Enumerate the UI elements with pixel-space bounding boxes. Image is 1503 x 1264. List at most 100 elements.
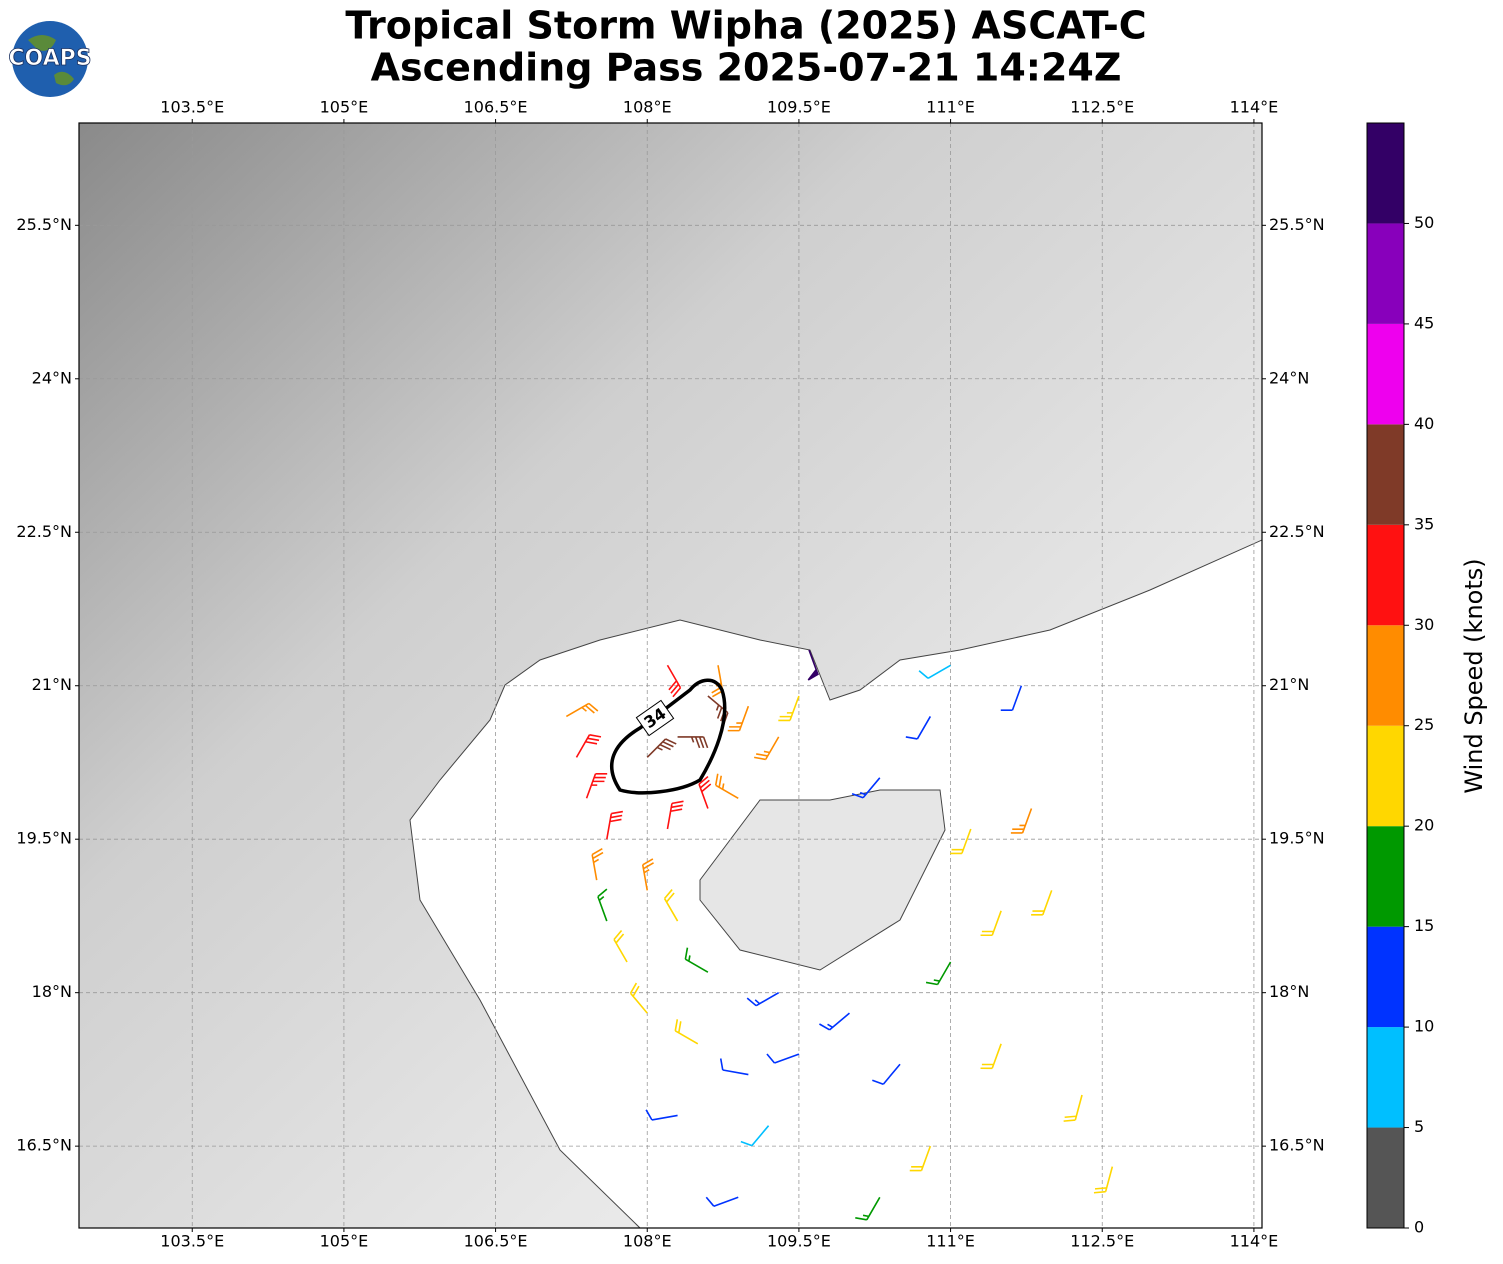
wind-barb (851, 777, 881, 799)
colorbar-tick-label: 15 (1414, 916, 1434, 935)
colorbar-tick-label: 5 (1414, 1117, 1424, 1136)
wind-barb (727, 705, 750, 732)
colorbar-bin (1367, 926, 1404, 1028)
wind-barb (641, 858, 654, 891)
colorbar-tick-label: 40 (1414, 414, 1434, 433)
wind-barb (684, 947, 709, 973)
wind-barb (740, 1125, 770, 1147)
colorbar-label: Wind Speed (knots) (1460, 558, 1488, 793)
contour-label-bg (635, 699, 675, 737)
y-tick-label: 24°N (1269, 368, 1309, 387)
wind-barb (575, 734, 602, 758)
x-tick-label: 105°E (320, 1232, 369, 1251)
wind-barb (674, 1019, 699, 1045)
wind-barb (629, 982, 648, 1014)
y-tick-label: 16.5°N (16, 1136, 72, 1155)
x-tick-label: 111°E (926, 98, 975, 117)
title: Tropical Storm Wipha (2025) ASCAT-C (345, 4, 1146, 48)
colorbar-tick-label: 35 (1414, 514, 1434, 533)
colorbar-bin (1367, 524, 1404, 626)
x-tick-label: 111°E (926, 1232, 975, 1251)
colorbar-bin (1367, 725, 1404, 827)
wind-barb (714, 773, 739, 799)
wind-barb (855, 1196, 881, 1221)
wind-barb (705, 1196, 739, 1207)
y-tick-label: 25.5°N (1269, 215, 1325, 234)
wind-barb (585, 773, 608, 799)
wind-barb (666, 800, 684, 830)
wind-barb (613, 929, 628, 963)
wind-barb (909, 1145, 932, 1172)
wind-barb (645, 1109, 678, 1121)
colorbar-bin (1367, 223, 1404, 324)
wind-barb (1010, 808, 1033, 834)
x-tick-label: 112.5°E (1070, 98, 1134, 117)
logo-text: COAPS (8, 46, 91, 71)
x-tick-label: 114°E (1230, 1232, 1279, 1251)
colorbar-tick-label: 0 (1414, 1218, 1424, 1237)
map-background (79, 123, 1262, 1228)
y-tick-label: 24°N (32, 368, 72, 387)
wind-barb (711, 665, 724, 698)
x-tick-label: 103.5°E (160, 98, 224, 117)
wind-barb (1031, 890, 1053, 916)
wind-barb (807, 649, 819, 681)
wind-barb (1000, 685, 1023, 711)
wind-barb (950, 828, 972, 855)
wind-barb (646, 738, 677, 758)
y-tick-label: 21°N (32, 675, 72, 694)
y-tick-label: 16.5°N (1269, 1136, 1325, 1155)
x-tick-label: 103.5°E (160, 1232, 224, 1251)
x-tick-label: 108°E (623, 1232, 672, 1251)
x-tick-label: 105°E (320, 98, 369, 117)
wind-barb (980, 910, 1002, 937)
colorbar-tick-label: 20 (1414, 816, 1434, 835)
colorbar-bin (1367, 123, 1404, 224)
colorbar-bin (1367, 826, 1404, 927)
logo-land (28, 35, 74, 86)
colorbar-bin (1367, 323, 1404, 425)
barbs (565, 649, 1114, 1221)
y-tick-label: 21°N (1269, 675, 1309, 694)
wind-barb (925, 961, 952, 986)
wind-barb (666, 664, 682, 698)
wind-barb (663, 889, 679, 922)
grid (79, 123, 1262, 1228)
wind-barb (905, 716, 932, 740)
wind-barb (746, 991, 780, 1007)
colorbar-bin (1367, 1127, 1404, 1228)
wind-barb (565, 702, 599, 718)
colorbar-tick-label: 45 (1414, 313, 1434, 332)
x-tick-label: 106.5°E (464, 1232, 528, 1251)
wind-barb (698, 775, 712, 809)
map-frame (78, 122, 1263, 1229)
wind-barb (754, 736, 780, 761)
y-tick-label: 18°N (1269, 982, 1309, 1001)
wind-barb (980, 1043, 1002, 1070)
wind-barb (719, 1058, 749, 1076)
wind-barb (677, 736, 709, 749)
subtitle: Ascending Pass 2025-07-21 14:24Z (371, 46, 1122, 90)
x-tick-label: 114°E (1230, 98, 1279, 117)
wind-barb (778, 695, 800, 722)
y-tick-label: 19.5°N (1269, 829, 1325, 848)
x-tick-label: 108°E (623, 98, 672, 117)
colorbar-tick-label: 30 (1414, 615, 1434, 634)
x-tick-label: 112.5°E (1070, 1232, 1134, 1251)
y-tick-label: 25.5°N (16, 215, 72, 234)
colorbar-tick-label: 10 (1414, 1017, 1434, 1036)
wind-barb (1063, 1094, 1083, 1122)
wind-barb (872, 1063, 901, 1085)
colorbar-frame (1366, 122, 1405, 1229)
wind-barb (1093, 1166, 1114, 1194)
wind-barb (606, 810, 623, 840)
colorbar-bin (1367, 1027, 1404, 1128)
x-tick-label: 106.5°E (464, 98, 528, 117)
y-tick-label: 22.5°N (16, 522, 72, 541)
wind-barb (766, 1053, 800, 1064)
x-tick-label: 109.5°E (767, 98, 831, 117)
colorbar: 0 5 10 15 20 25 30 35 40 45 50 (1366, 122, 1434, 1237)
wind-barb (591, 847, 604, 881)
x-tick-label: 109.5°E (767, 1232, 831, 1251)
